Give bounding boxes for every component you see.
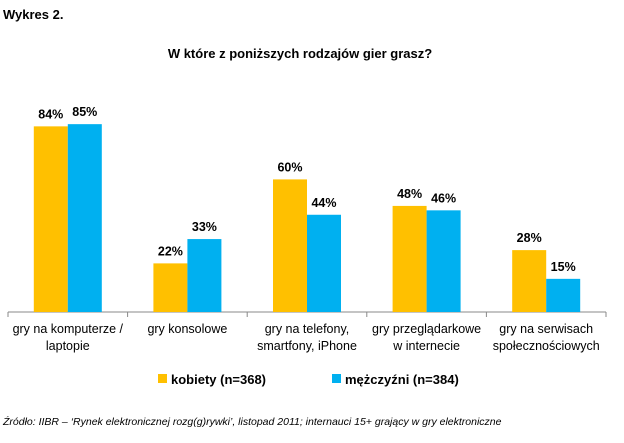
figure-label: Wykres 2. [3,7,63,22]
bar-men [426,210,461,312]
bar-women [153,263,188,312]
data-label: 15% [551,260,576,274]
category-label: laptopie [46,339,90,353]
bar-men [187,239,222,312]
bar-men [67,124,102,313]
bar-women [33,126,68,312]
data-label: 28% [517,231,542,245]
data-label: 33% [192,220,217,234]
data-label: 84% [38,107,63,121]
legend-label: mężczyźni (n=384) [345,372,459,387]
category-label: społecznościowych [493,339,600,353]
data-label: 48% [397,187,422,201]
category-label: w internecie [392,339,460,353]
data-label: 85% [72,105,97,119]
category-label: gry na serwisach [499,322,593,336]
data-label: 46% [431,191,456,205]
chart-title: W które z poniższych rodzajów gier grasz… [168,46,432,61]
category-label: gry konsolowe [147,322,227,336]
legend-swatch [158,374,167,383]
legend-label: kobiety (n=368) [171,372,266,387]
data-label: 22% [158,244,183,258]
bar-women [512,250,547,312]
data-label: 60% [277,160,302,174]
bar-men [307,214,341,312]
category-label: gry na komputerze / [13,322,124,336]
data-label: 44% [311,196,336,210]
legend-swatch [332,374,341,383]
bar-women [392,205,427,312]
category-label: smartfony, iPhone [257,339,357,353]
bar-women [273,179,307,312]
category-label: gry na telefony, [265,322,350,336]
source-note: Źródło: IIBR – ‘Rynek elektronicznej roz… [2,415,502,428]
bar-men [546,278,581,312]
category-label: gry przeglądarkowe [372,322,481,336]
